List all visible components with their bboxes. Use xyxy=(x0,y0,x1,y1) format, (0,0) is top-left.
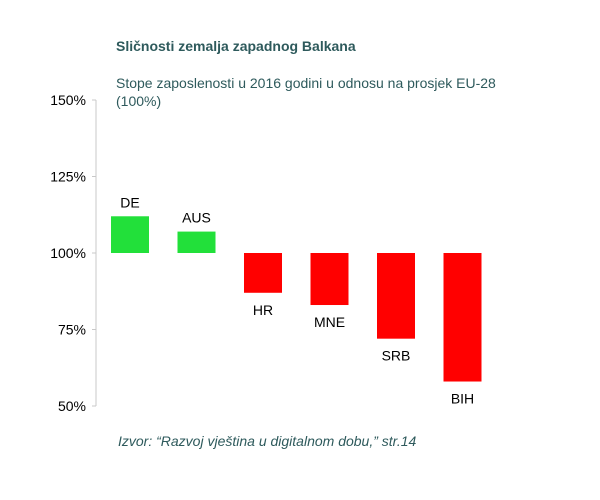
y-tick-label: 150% xyxy=(50,92,86,108)
chart-title: Sličnosti zemalja zapadnog Balkana xyxy=(116,38,356,54)
source-note: Izvor: “Razvoj vještina u digitalnom dob… xyxy=(118,433,417,449)
y-tick-label: 75% xyxy=(58,322,86,338)
bar-srb xyxy=(377,253,415,339)
category-label-srb: SRB xyxy=(382,348,411,364)
category-label-bih: BIH xyxy=(451,391,474,407)
bar-hr xyxy=(244,253,282,293)
chart-subtitle: Stope zaposlenosti u 2016 godini u odnos… xyxy=(116,75,496,109)
y-tick-label: 50% xyxy=(58,398,86,414)
bars-group xyxy=(111,216,482,382)
category-label-mne: MNE xyxy=(314,314,345,330)
bar-aus xyxy=(177,231,216,253)
bar-bih xyxy=(443,253,482,382)
bar-de xyxy=(111,216,149,253)
y-axis-ticks: 50% 75% 100% 125% 150% xyxy=(50,92,96,414)
category-label-aus: AUS xyxy=(182,210,211,226)
category-label-de: DE xyxy=(120,194,139,210)
y-tick-label: 100% xyxy=(50,245,86,261)
category-labels: DE AUS HR MNE SRB BIH xyxy=(120,194,474,406)
category-label-hr: HR xyxy=(253,302,273,318)
bar-mne xyxy=(310,253,349,306)
y-tick-label: 125% xyxy=(50,169,86,185)
